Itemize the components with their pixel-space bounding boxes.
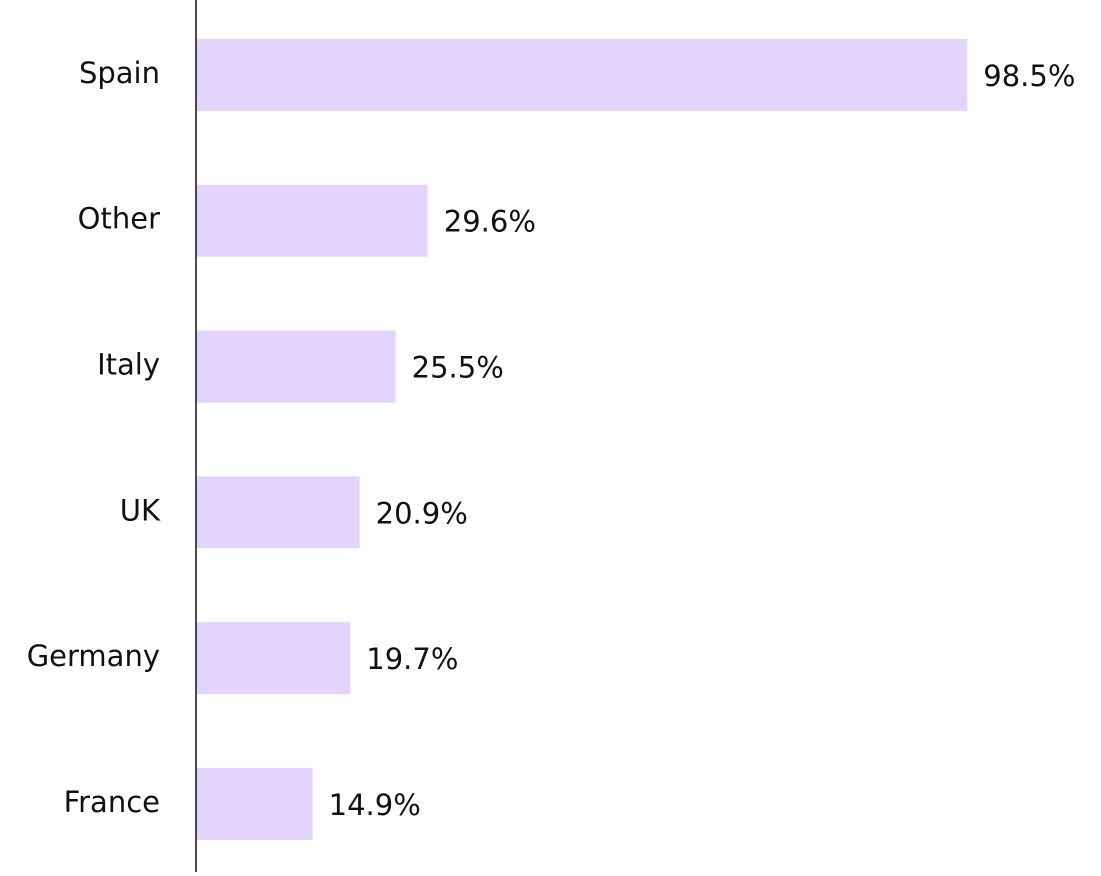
value-label: 29.6% (444, 205, 536, 239)
bar (196, 184, 428, 257)
y-tick-label: Italy (97, 348, 160, 382)
bar (196, 622, 351, 695)
bar (196, 767, 313, 840)
y-tick-label: Germany (27, 639, 160, 673)
y-tick-label: France (64, 785, 160, 819)
y-tick-label: UK (120, 493, 161, 527)
y-tick-label: Spain (79, 56, 160, 90)
value-label: 98.5% (983, 59, 1075, 93)
bar (196, 476, 360, 549)
y-tick-label: Other (78, 202, 160, 236)
bar (196, 330, 396, 403)
value-label: 19.7% (366, 642, 458, 676)
value-label: 25.5% (412, 351, 504, 385)
value-label: 20.9% (376, 496, 468, 530)
bar (196, 38, 968, 111)
value-label: 14.9% (329, 788, 421, 822)
